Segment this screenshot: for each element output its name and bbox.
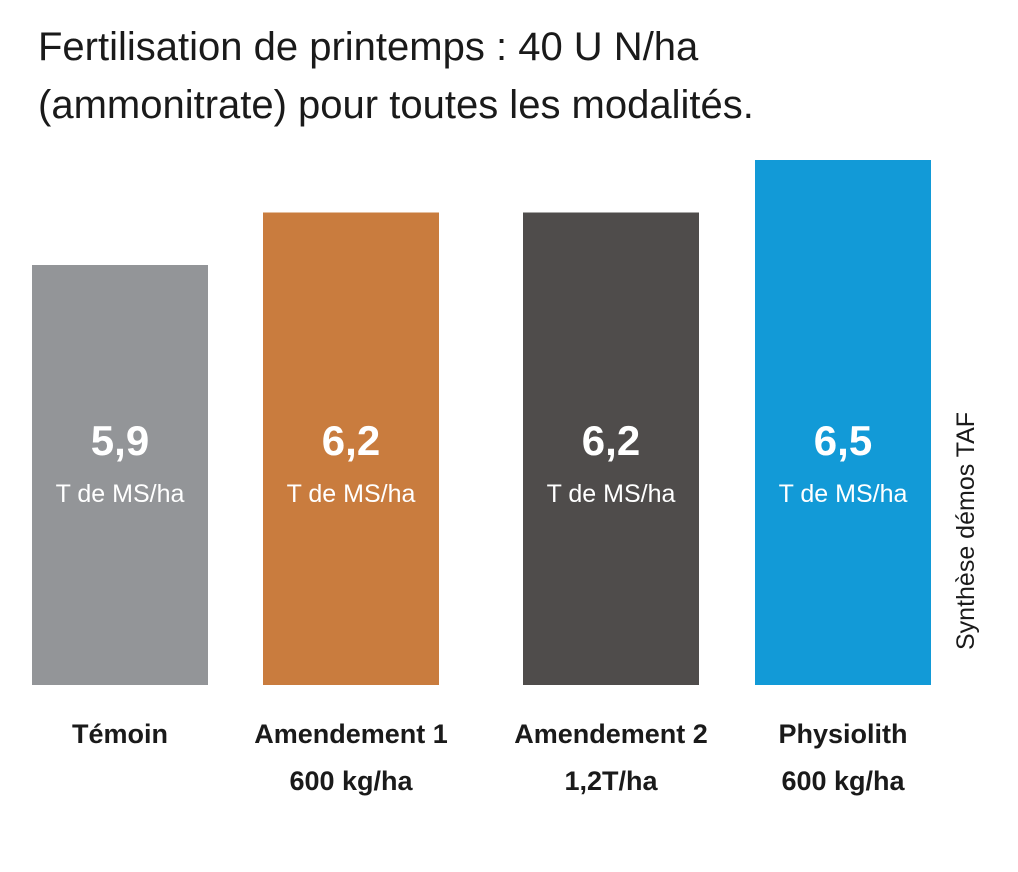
category-label-3-line-1: Amendement 2 xyxy=(514,719,708,749)
bar-1 xyxy=(32,265,208,685)
source-note-wrap: Synthèse démos TAF xyxy=(946,400,986,690)
category-label-4-line-1: Physiolith xyxy=(778,719,907,749)
bar-4 xyxy=(755,160,931,685)
bar-unit-label-1: T de MS/ha xyxy=(56,480,185,508)
chart-title-line-1: Fertilisation de printemps : 40 U N/ha xyxy=(38,25,699,69)
category-label-2-line-1: Amendement 1 xyxy=(254,719,448,749)
chart-title: Fertilisation de printemps : 40 U N/ha (… xyxy=(38,18,938,134)
chart-title-line-2: (ammonitrate) pour toutes les modalités. xyxy=(38,83,754,127)
bar-value-label-1: 5,9 xyxy=(91,417,149,464)
bar-value-label-3: 6,2 xyxy=(582,417,640,464)
category-label-4-line-2: 600 kg/ha xyxy=(781,766,905,796)
category-label-1-line-1: Témoin xyxy=(72,719,168,749)
category-label-2-line-2: 600 kg/ha xyxy=(289,766,413,796)
bar-unit-label-2: T de MS/ha xyxy=(287,480,416,508)
source-note: Synthèse démos TAF xyxy=(952,411,980,650)
bar-value-label-4: 6,5 xyxy=(814,417,872,464)
bar-3 xyxy=(523,212,699,685)
bar-unit-label-3: T de MS/ha xyxy=(547,480,676,508)
bar-unit-label-4: T de MS/ha xyxy=(779,480,908,508)
category-label-3-line-2: 1,2T/ha xyxy=(564,766,658,796)
bar-value-label-2: 6,2 xyxy=(322,417,380,464)
bar-2 xyxy=(263,212,439,685)
